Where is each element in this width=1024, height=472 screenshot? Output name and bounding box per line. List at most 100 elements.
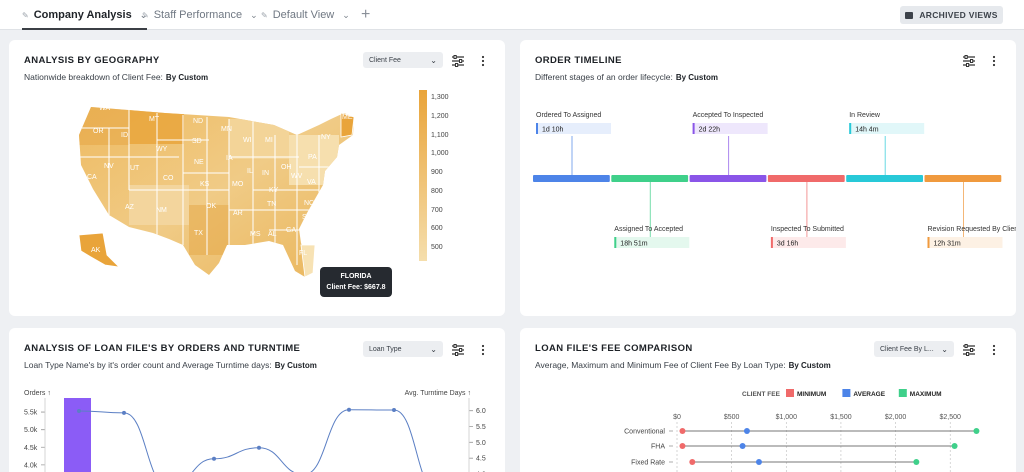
- state-label: WI: [243, 137, 252, 144]
- archived-views-button[interactable]: ARCHIVED VIEWS: [900, 6, 1003, 24]
- stage-value-box: [692, 123, 768, 134]
- stage-value-box: [614, 237, 690, 248]
- state-label: ME: [342, 114, 353, 121]
- state-label: KY: [269, 187, 279, 194]
- filter-sliders-icon[interactable]: [451, 54, 465, 68]
- timeline-segment[interactable]: [767, 175, 845, 182]
- us-choropleth-map[interactable]: WA OR ID MT ND MN WI MI ME WY SD IA IL IN OH PA NY NV CA UT…: [69, 95, 369, 285]
- timeline-segment[interactable]: [611, 175, 689, 182]
- state-label: PA: [308, 154, 317, 161]
- card-subtitle: Average, Maximum and Minimum Fee of Clie…: [535, 360, 831, 370]
- right-axis-tick: 5.5: [476, 424, 486, 431]
- average-point[interactable]: [755, 459, 762, 465]
- tab-company-analysis[interactable]: ✎ Company Analysis ⌄: [22, 0, 148, 30]
- stage-value-box: [849, 123, 925, 134]
- turntime-point[interactable]: [77, 408, 81, 413]
- add-tab-icon[interactable]: +: [361, 6, 371, 23]
- row-label: Fixed Rate: [631, 460, 665, 467]
- timeline-segment[interactable]: [846, 175, 923, 182]
- average-point[interactable]: [739, 443, 746, 449]
- minimum-point[interactable]: [689, 459, 696, 465]
- legend-swatch[interactable]: [898, 389, 907, 397]
- subtitle-bold: By Custom: [675, 73, 719, 82]
- color-scale-tick: 600: [431, 225, 443, 233]
- legend-title: CLIENT FEE: [742, 391, 781, 398]
- tab-default-view[interactable]: ✎ Default View ⌄: [261, 0, 350, 30]
- fee-dumbbell-chart[interactable]: CLIENT FEE MINIMUM AVERAGE MAXIMUM $0 $500 $1,…: [520, 383, 1016, 472]
- turntime-line[interactable]: [78, 409, 439, 472]
- subtitle-bold: By Custom: [788, 361, 831, 370]
- filter-sliders-icon[interactable]: [962, 54, 976, 68]
- dimension-dropdown[interactable]: Loan Type ⌄: [363, 341, 443, 357]
- state-label: WY: [156, 146, 168, 153]
- legend-label[interactable]: MAXIMUM: [910, 391, 942, 398]
- state-label: OH: [281, 164, 292, 171]
- measure-dropdown[interactable]: Client Fee By L... ⌄: [874, 341, 954, 357]
- stage-value-marker: [927, 237, 930, 248]
- more-options-icon[interactable]: [987, 343, 1001, 357]
- timeline-segment[interactable]: [533, 175, 610, 182]
- chevron-down-icon[interactable]: ⌄: [250, 9, 258, 20]
- state-label: AK: [91, 247, 101, 254]
- minimum-point[interactable]: [679, 443, 686, 449]
- state-me[interactable]: [340, 112, 355, 138]
- left-axis-label: Orders ↑: [24, 390, 51, 397]
- turntime-point[interactable]: [212, 456, 216, 461]
- more-options-icon[interactable]: [476, 343, 490, 357]
- stage-value-marker: [770, 237, 773, 248]
- maximum-point[interactable]: [973, 428, 980, 434]
- maximum-point[interactable]: [913, 459, 920, 465]
- state-ak[interactable]: [78, 232, 121, 268]
- state-label: WV: [291, 173, 303, 180]
- filter-sliders-icon[interactable]: [962, 343, 976, 357]
- map-states: [79, 107, 354, 277]
- legend-swatch[interactable]: [786, 389, 794, 397]
- filter-sliders-icon[interactable]: [451, 343, 465, 357]
- turntime-point[interactable]: [122, 410, 126, 415]
- stage-value-marker: [614, 237, 617, 248]
- turntime-point[interactable]: [257, 445, 261, 450]
- subtitle-text: Loan Type Name's by it's order count and…: [24, 360, 272, 370]
- turntime-point[interactable]: [392, 408, 396, 413]
- chevron-down-icon: ⌄: [430, 55, 437, 65]
- maximum-point[interactable]: [951, 443, 958, 449]
- card-title: LOAN FILE'S FEE COMPARISON: [535, 343, 693, 354]
- archive-icon: [905, 11, 914, 19]
- state-label: MI: [265, 137, 273, 144]
- legend-label[interactable]: MINIMUM: [797, 391, 826, 398]
- orders-bar[interactable]: [64, 398, 91, 472]
- timeline-segment[interactable]: [689, 175, 767, 182]
- turntime-point[interactable]: [347, 407, 351, 412]
- average-point[interactable]: [743, 428, 750, 434]
- chevron-down-icon[interactable]: ⌄: [342, 9, 350, 20]
- row-label: Conventional: [624, 429, 665, 436]
- order-timeline-card: ORDER TIMELINE Different stages of an or…: [520, 40, 1016, 316]
- state-label: NV: [104, 163, 114, 170]
- timeline-segment[interactable]: [924, 175, 1002, 182]
- tab-label: Default View: [272, 9, 335, 21]
- more-options-icon[interactable]: [476, 54, 490, 68]
- stage-value: 18h 51m: [620, 241, 647, 248]
- stage-value: 2d 22h: [699, 127, 721, 134]
- x-axis-tick: $0: [673, 414, 681, 421]
- minimum-point[interactable]: [679, 428, 686, 434]
- state-label: KS: [200, 181, 210, 188]
- legend-label[interactable]: AVERAGE: [853, 391, 885, 398]
- state-label: VA: [307, 179, 316, 186]
- x-axis-tick: $1,500: [830, 414, 852, 421]
- stage-value-box: [927, 237, 1003, 248]
- card-subtitle: Different stages of an order lifecycle: B…: [535, 72, 718, 82]
- state-label: CA: [87, 174, 97, 181]
- chevron-down-icon[interactable]: ⌄: [139, 9, 148, 20]
- timeline-svg: Ordered To Assigned 1d 10h Assigned To Acc…: [533, 112, 1016, 248]
- state-fl[interactable]: [300, 244, 316, 278]
- color-scale-tick: 900: [431, 169, 443, 176]
- measure-dropdown[interactable]: Client Fee ⌄: [363, 52, 443, 68]
- tab-staff-performance[interactable]: ✎ Staff Performance ⌄: [142, 0, 258, 30]
- legend-swatch[interactable]: [842, 389, 851, 397]
- right-axis-tick: 5.0: [476, 440, 486, 447]
- fee-comparison-card: LOAN FILE'S FEE COMPARISON Average, Maxi…: [520, 328, 1016, 472]
- more-options-icon[interactable]: [987, 54, 1001, 68]
- color-scale-tick: 700: [431, 206, 443, 214]
- orders-turntime-chart[interactable]: Orders ↑ Avg. Turntime Days ↑ 5.5k 5.0k 4.5k…: [9, 383, 505, 472]
